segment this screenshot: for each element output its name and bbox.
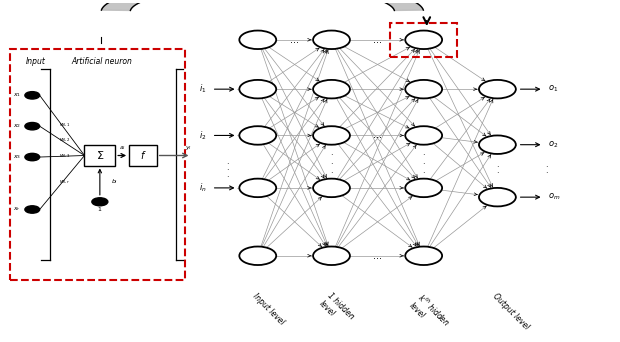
Text: $x_2$: $x_2$ (13, 122, 21, 130)
Circle shape (313, 247, 350, 265)
Circle shape (405, 247, 442, 265)
Text: .: . (422, 157, 425, 166)
Text: $w_{i,1}$: $w_{i,1}$ (60, 122, 71, 129)
Text: .: . (496, 167, 498, 175)
Text: ...: ... (373, 130, 382, 141)
Circle shape (479, 188, 516, 207)
Text: $w_{i,r}$: $w_{i,r}$ (60, 179, 71, 186)
Text: .: . (330, 148, 333, 157)
Circle shape (405, 80, 442, 98)
Text: $w_{i,3}$: $w_{i,3}$ (60, 153, 71, 160)
Text: $w_{i,2}$: $w_{i,2}$ (60, 137, 71, 144)
Circle shape (313, 179, 350, 197)
Text: $1$: $1$ (97, 206, 102, 213)
Text: .: . (422, 167, 425, 175)
Text: $x_r$: $x_r$ (13, 206, 21, 213)
Bar (10, 49, 185, 280)
Text: .: . (330, 157, 333, 166)
Text: .: . (226, 163, 228, 172)
Circle shape (239, 80, 276, 98)
Circle shape (25, 153, 40, 161)
Circle shape (479, 135, 516, 154)
Circle shape (25, 92, 40, 99)
Text: $k^{th}$ hidden
level: $k^{th}$ hidden level (407, 291, 453, 336)
Circle shape (479, 80, 516, 98)
Text: Output level: Output level (491, 291, 531, 331)
Bar (390, 23, 458, 57)
Text: $x_3$: $x_3$ (13, 153, 21, 161)
Text: $f$: $f$ (140, 149, 146, 161)
Circle shape (92, 198, 108, 206)
Text: ...: ... (373, 35, 382, 45)
Text: $y_i$: $y_i$ (185, 144, 192, 152)
Text: .: . (226, 157, 228, 166)
Text: Input: Input (25, 57, 45, 66)
Text: $x_1$: $x_1$ (13, 91, 21, 99)
Text: 1 hidden
level: 1 hidden level (318, 291, 355, 329)
Text: ...: ... (290, 35, 299, 45)
Circle shape (25, 206, 40, 213)
Circle shape (405, 179, 442, 197)
Text: $a_i$: $a_i$ (118, 144, 126, 152)
Text: Artificial neuron: Artificial neuron (71, 57, 133, 66)
Text: $o_1$: $o_1$ (549, 84, 559, 94)
Circle shape (405, 30, 442, 49)
Text: Input level: Input level (251, 291, 286, 326)
Text: ...: ... (373, 251, 382, 261)
Text: $o_m$: $o_m$ (549, 192, 561, 202)
Circle shape (405, 126, 442, 145)
Text: $i_1$: $i_1$ (199, 83, 207, 95)
Text: $b_i$: $b_i$ (111, 177, 118, 186)
Polygon shape (102, 0, 423, 11)
Bar (129, 145, 157, 166)
Text: $i_2$: $i_2$ (199, 129, 207, 142)
Circle shape (313, 30, 350, 49)
Text: .: . (226, 170, 228, 179)
Circle shape (239, 126, 276, 145)
Bar (84, 145, 115, 166)
Text: $o_2$: $o_2$ (549, 140, 559, 150)
Circle shape (25, 122, 40, 130)
Circle shape (239, 247, 276, 265)
Circle shape (239, 30, 276, 49)
Text: $i_n$: $i_n$ (199, 182, 207, 194)
Text: .: . (545, 160, 548, 169)
Text: .: . (496, 160, 498, 169)
Text: .: . (545, 167, 548, 175)
Circle shape (313, 126, 350, 145)
Text: $\Sigma$: $\Sigma$ (95, 149, 104, 161)
Text: .: . (330, 167, 333, 175)
Circle shape (313, 80, 350, 98)
Circle shape (239, 179, 276, 197)
Text: .: . (422, 148, 425, 157)
